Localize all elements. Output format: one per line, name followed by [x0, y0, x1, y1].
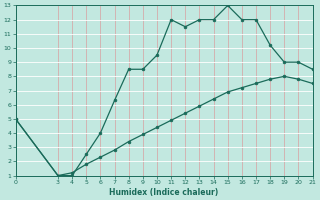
X-axis label: Humidex (Indice chaleur): Humidex (Indice chaleur) [109, 188, 219, 197]
